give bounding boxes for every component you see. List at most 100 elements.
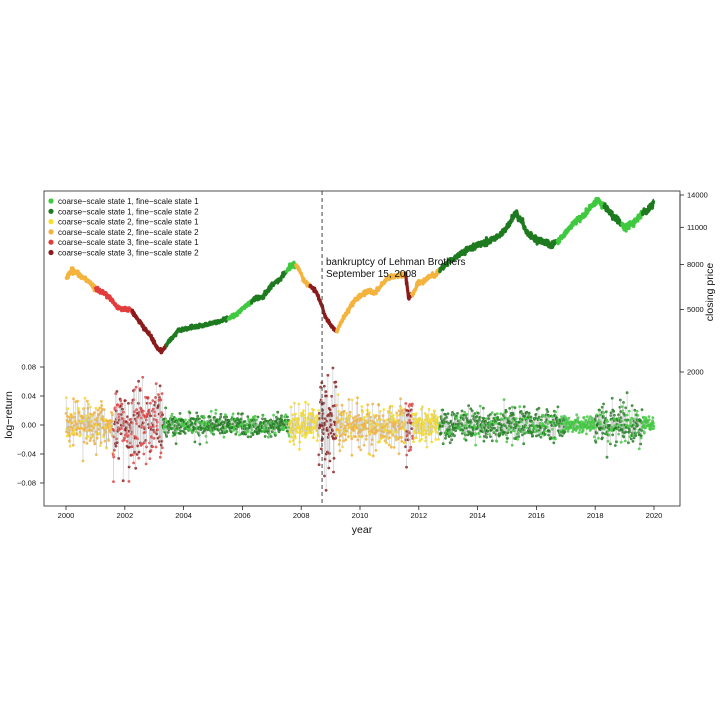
- log-return-point: [165, 435, 169, 438]
- log-return-point: [134, 419, 138, 423]
- log-return-regime: [111, 375, 165, 483]
- log-return-point: [114, 392, 118, 396]
- log-return-point: [326, 373, 330, 377]
- log-return-point: [362, 443, 366, 447]
- log-return-point: [302, 413, 306, 417]
- log-return-point: [296, 422, 300, 426]
- log-return-point: [68, 428, 72, 432]
- log-return-point: [305, 432, 309, 435]
- log-return-point: [387, 443, 391, 447]
- log-return-point: [294, 429, 298, 432]
- log-return-point: [102, 435, 105, 439]
- log-return-point: [298, 448, 301, 451]
- log-return-point: [350, 398, 354, 402]
- log-return-point: [239, 417, 243, 421]
- log-return-point: [127, 465, 131, 469]
- log-return-point: [302, 409, 305, 413]
- log-return-point: [384, 424, 387, 428]
- log-return-point: [361, 417, 365, 421]
- log-return-point: [313, 416, 317, 420]
- log-return-point: [300, 434, 304, 438]
- log-return-point: [319, 447, 323, 451]
- log-return-point: [67, 415, 71, 419]
- log-return-point: [298, 440, 302, 444]
- log-return-point: [392, 417, 396, 421]
- log-return-point: [374, 414, 378, 417]
- log-return-point: [198, 442, 202, 446]
- log-return-point: [324, 390, 328, 394]
- log-return-point: [288, 440, 292, 444]
- log-return-point: [373, 416, 377, 419]
- log-return-point: [241, 412, 244, 415]
- log-return-point: [343, 427, 347, 430]
- log-return-point: [179, 429, 183, 433]
- log-return-point: [270, 430, 274, 434]
- log-return-point: [229, 430, 233, 434]
- log-return-point: [312, 436, 315, 439]
- log-return-point: [149, 401, 152, 405]
- log-return-point: [138, 389, 142, 392]
- log-return-point: [110, 411, 113, 414]
- log-return-point: [125, 426, 128, 429]
- log-return-point: [83, 396, 87, 400]
- log-return-point: [157, 393, 160, 396]
- log-return-point: [214, 408, 218, 412]
- log-return-point: [77, 407, 80, 411]
- log-return-point: [381, 414, 385, 417]
- log-return-point: [334, 436, 337, 440]
- log-return-point: [219, 412, 223, 416]
- log-return-point: [160, 446, 164, 449]
- log-return-point: [361, 410, 364, 414]
- log-return-point: [279, 423, 283, 427]
- log-return-point: [401, 413, 404, 417]
- log-return-point: [312, 408, 315, 412]
- log-return-point: [129, 417, 133, 421]
- log-return-point: [112, 455, 116, 459]
- log-return-point: [211, 428, 215, 432]
- log-return-point: [348, 410, 352, 414]
- log-return-point: [357, 445, 361, 449]
- log-return-point: [105, 446, 109, 450]
- log-return-point: [122, 424, 126, 427]
- log-return-point: [111, 453, 115, 457]
- log-return-point: [208, 415, 212, 419]
- log-return-point: [331, 366, 335, 370]
- log-return-point: [127, 429, 131, 433]
- log-return-point: [391, 433, 395, 437]
- log-return-regime: [288, 400, 320, 451]
- log-return-point: [145, 445, 148, 449]
- log-return-point: [290, 436, 294, 439]
- log-return-point: [72, 424, 76, 427]
- log-return-point: [334, 385, 338, 389]
- log-return-point: [317, 463, 321, 466]
- log-return-point: [286, 429, 289, 433]
- log-return-point: [134, 385, 138, 389]
- log-return-point: [396, 414, 399, 417]
- log-return-point: [137, 456, 141, 460]
- log-return-point: [278, 428, 282, 432]
- log-return-point: [174, 417, 178, 421]
- log-return-point: [156, 436, 160, 440]
- log-return-point: [395, 430, 399, 434]
- log-return-point: [195, 411, 199, 415]
- log-return-point: [133, 410, 136, 414]
- log-return-point: [159, 443, 163, 447]
- log-return-point: [334, 380, 338, 384]
- log-return-point: [234, 432, 238, 436]
- log-return-point: [354, 435, 357, 439]
- log-return-point: [148, 457, 152, 460]
- log-return-point: [257, 431, 261, 435]
- log-return-point: [140, 426, 144, 429]
- log-return-point: [158, 455, 162, 459]
- log-return-point: [299, 429, 303, 433]
- log-return-point: [122, 410, 125, 414]
- log-return-point: [196, 414, 200, 418]
- log-return-point: [115, 390, 119, 393]
- log-return-point: [184, 418, 187, 422]
- log-return-point: [160, 439, 164, 443]
- log-return-point: [136, 444, 140, 448]
- log-return-point: [366, 415, 369, 418]
- log-return-point: [401, 409, 404, 413]
- log-return-point: [346, 419, 349, 423]
- log-return-point: [390, 404, 394, 408]
